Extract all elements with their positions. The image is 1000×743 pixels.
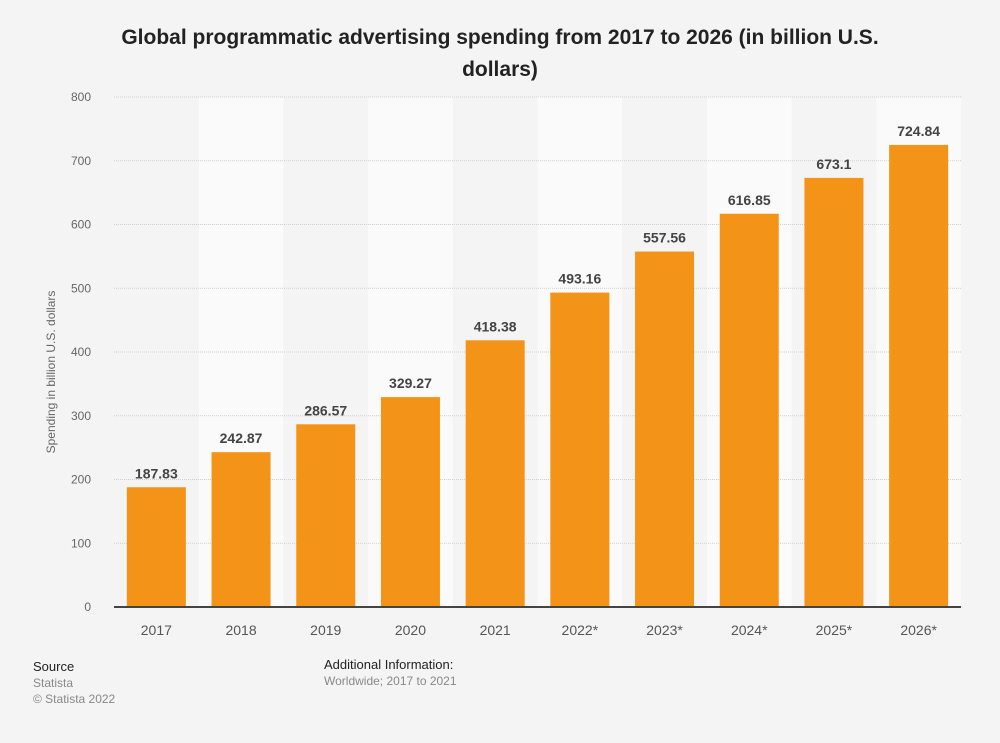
- y-tick-label: 100: [71, 536, 91, 550]
- y-tick-label: 500: [71, 281, 91, 295]
- x-tick-label: 2021: [480, 622, 511, 638]
- data-label: 557.56: [643, 230, 686, 246]
- source-heading: Source: [33, 659, 75, 674]
- bar: [804, 177, 864, 607]
- additional-info-heading: Additional Information:: [324, 657, 454, 672]
- x-tick-label: 2019: [310, 622, 341, 638]
- data-label: 329.27: [389, 375, 432, 391]
- copyright: © Statista 2022: [33, 692, 116, 706]
- bar: [296, 424, 356, 607]
- bar: [211, 452, 271, 607]
- bar: [465, 340, 525, 607]
- data-label: 242.87: [220, 430, 263, 446]
- bar: [635, 251, 695, 608]
- y-axis-label: Spending in billion U.S. dollars: [44, 291, 58, 454]
- x-tick-label: 2020: [395, 622, 426, 638]
- x-tick-label: 2024*: [731, 622, 768, 638]
- x-tick-label: 2018: [225, 622, 256, 638]
- bar: [550, 292, 610, 607]
- x-tick-label: 2017: [141, 622, 172, 638]
- y-tick-label: 400: [71, 345, 91, 359]
- x-tick-label: 2026*: [900, 622, 937, 638]
- data-label: 673.1: [816, 156, 851, 172]
- data-label: 418.38: [474, 318, 517, 334]
- y-tick-label: 600: [71, 218, 91, 232]
- chart-title: Global programmatic advertising spending…: [121, 26, 879, 81]
- data-label: 493.16: [558, 271, 601, 287]
- bar: [719, 213, 779, 607]
- x-tick-label: 2022*: [562, 622, 599, 638]
- y-tick-label: 300: [71, 409, 91, 423]
- y-tick-label: 800: [71, 90, 91, 104]
- x-tick-label: 2025*: [816, 622, 853, 638]
- bar: [126, 487, 186, 607]
- y-tick-label: 700: [71, 154, 91, 168]
- bar: [380, 397, 440, 607]
- data-label: 616.85: [728, 192, 771, 208]
- bar: [889, 144, 949, 608]
- data-label: 724.84: [897, 123, 940, 139]
- source-name[interactable]: Statista: [33, 676, 74, 690]
- data-label: 187.83: [135, 465, 178, 481]
- x-tick-label: 2023*: [646, 622, 683, 638]
- additional-info-text: Worldwide; 2017 to 2021: [324, 674, 457, 688]
- y-tick-label: 0: [84, 600, 91, 614]
- y-tick-label: 200: [71, 473, 91, 487]
- data-label: 286.57: [304, 402, 347, 418]
